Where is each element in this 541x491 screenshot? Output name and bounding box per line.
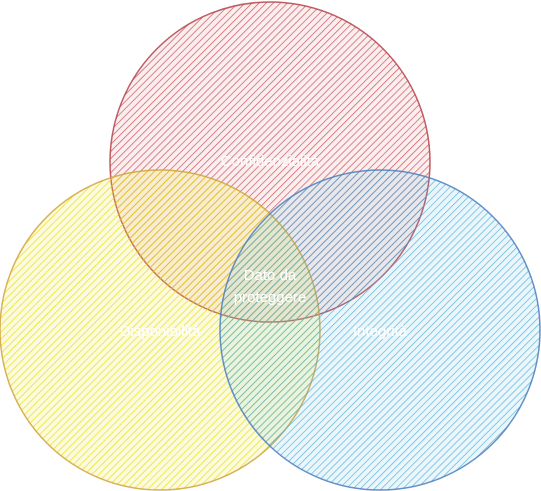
label-availability: Disponibilità <box>120 323 202 340</box>
center-label-line-1: Dato da <box>244 267 297 284</box>
label-confidentiality: Confidenzialità <box>221 153 320 170</box>
label-integrity: Integrità <box>353 323 408 340</box>
circle-integrity <box>219 169 541 491</box>
center-label-line-2: proteggere <box>234 289 307 306</box>
